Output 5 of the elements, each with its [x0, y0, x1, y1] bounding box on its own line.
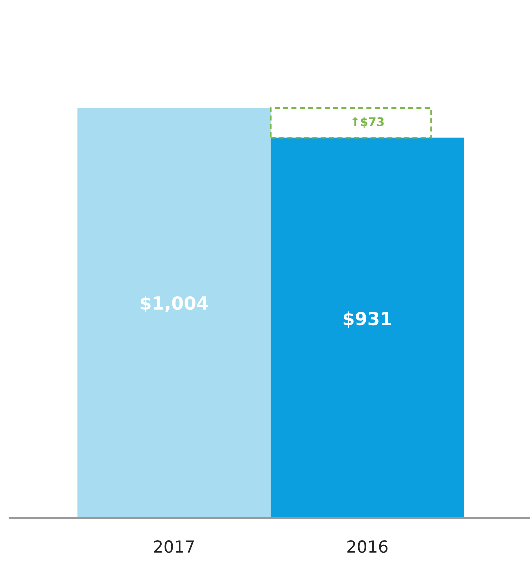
data-label: $1,004: [140, 296, 208, 312]
data-label: $931: [344, 312, 392, 328]
annotation: ↑$73: [352, 117, 384, 128]
x-tick-label: 2017: [154, 540, 194, 554]
x-tick-label: 2016: [348, 540, 388, 554]
